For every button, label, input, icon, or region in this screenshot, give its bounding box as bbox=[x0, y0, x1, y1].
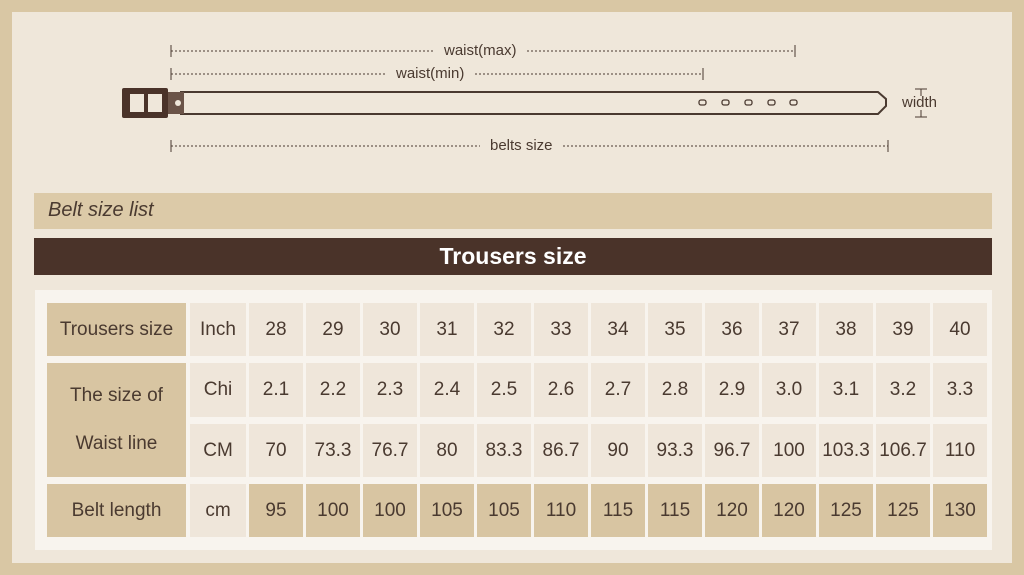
belt-length-cell: 115 bbox=[648, 484, 702, 537]
belt-diagram: waist(max) waist(min) belts size width bbox=[0, 0, 1024, 180]
chi-cell: 2.5 bbox=[477, 363, 531, 417]
inch-unit: Inch bbox=[190, 303, 246, 356]
chi-unit: Chi bbox=[190, 363, 246, 417]
cm-cell: 90 bbox=[591, 424, 645, 477]
chi-cell: 2.3 bbox=[363, 363, 417, 417]
belt-length-cell: 125 bbox=[819, 484, 873, 537]
belt-length-cell: 120 bbox=[762, 484, 816, 537]
buckle-icon bbox=[122, 88, 184, 118]
belt-length-cell: 105 bbox=[420, 484, 474, 537]
chi-cell: 3.3 bbox=[933, 363, 987, 417]
inch-cell: 38 bbox=[819, 303, 873, 356]
belt-drawing bbox=[122, 45, 927, 152]
chi-cell: 2.4 bbox=[420, 363, 474, 417]
belt-length-label: Belt length bbox=[47, 484, 186, 537]
cm-cell: 83.3 bbox=[477, 424, 531, 477]
chi-cell: 3.0 bbox=[762, 363, 816, 417]
chi-cell: 2.6 bbox=[534, 363, 588, 417]
inch-cell: 36 bbox=[705, 303, 759, 356]
belt-length-cell: 120 bbox=[705, 484, 759, 537]
cm-cell: 93.3 bbox=[648, 424, 702, 477]
inch-cell: 35 bbox=[648, 303, 702, 356]
inch-cell: 28 bbox=[249, 303, 303, 356]
belts-size-label: belts size bbox=[480, 137, 563, 154]
waist-min-label: waist(min) bbox=[386, 65, 475, 82]
chi-cell: 3.2 bbox=[876, 363, 930, 417]
chi-cell: 3.1 bbox=[819, 363, 873, 417]
inch-cell: 34 bbox=[591, 303, 645, 356]
cm-cell: 73.3 bbox=[306, 424, 360, 477]
belt-length-cell: 105 bbox=[477, 484, 531, 537]
inch-cell: 31 bbox=[420, 303, 474, 356]
width-label: width bbox=[902, 94, 938, 111]
belt-length-cell: 100 bbox=[306, 484, 360, 537]
belt-length-cell: 110 bbox=[534, 484, 588, 537]
inch-cell: 32 bbox=[477, 303, 531, 356]
waist-label-line1: The size of bbox=[70, 385, 163, 406]
inch-cell: 29 bbox=[306, 303, 360, 356]
inch-cell: 39 bbox=[876, 303, 930, 356]
belt-length-cell: 115 bbox=[591, 484, 645, 537]
inch-cell: 37 bbox=[762, 303, 816, 356]
inch-cell: 33 bbox=[534, 303, 588, 356]
cm-unit: CM bbox=[190, 424, 246, 477]
cm-cell: 76.7 bbox=[363, 424, 417, 477]
cm-cell: 96.7 bbox=[705, 424, 759, 477]
waist-max-label: waist(max) bbox=[434, 42, 527, 59]
cm-cell: 110 bbox=[933, 424, 987, 477]
trousers-size-label: Trousers size bbox=[47, 303, 186, 356]
belt-length-cell: 95 bbox=[249, 484, 303, 537]
cm-cell: 100 bbox=[762, 424, 816, 477]
trousers-size-title: Trousers size bbox=[34, 238, 992, 275]
cm-cell: 86.7 bbox=[534, 424, 588, 477]
chi-cell: 2.9 bbox=[705, 363, 759, 417]
chi-cell: 2.1 bbox=[249, 363, 303, 417]
belt-size-list-heading: Belt size list bbox=[34, 193, 992, 229]
belt-cm-unit: cm bbox=[190, 484, 246, 537]
chi-cell: 2.8 bbox=[648, 363, 702, 417]
waist-label-line2: Waist line bbox=[75, 433, 158, 454]
inch-cell: 40 bbox=[933, 303, 987, 356]
cm-cell: 103.3 bbox=[819, 424, 873, 477]
cm-cell: 80 bbox=[420, 424, 474, 477]
inch-cell: 30 bbox=[363, 303, 417, 356]
belt-length-cell: 125 bbox=[876, 484, 930, 537]
belt-holes bbox=[698, 99, 798, 106]
chi-cell: 2.7 bbox=[591, 363, 645, 417]
cm-cell: 70 bbox=[249, 424, 303, 477]
belt-length-cell: 130 bbox=[933, 484, 987, 537]
cm-cell: 106.7 bbox=[876, 424, 930, 477]
chi-cell: 2.2 bbox=[306, 363, 360, 417]
belt-length-cell: 100 bbox=[363, 484, 417, 537]
